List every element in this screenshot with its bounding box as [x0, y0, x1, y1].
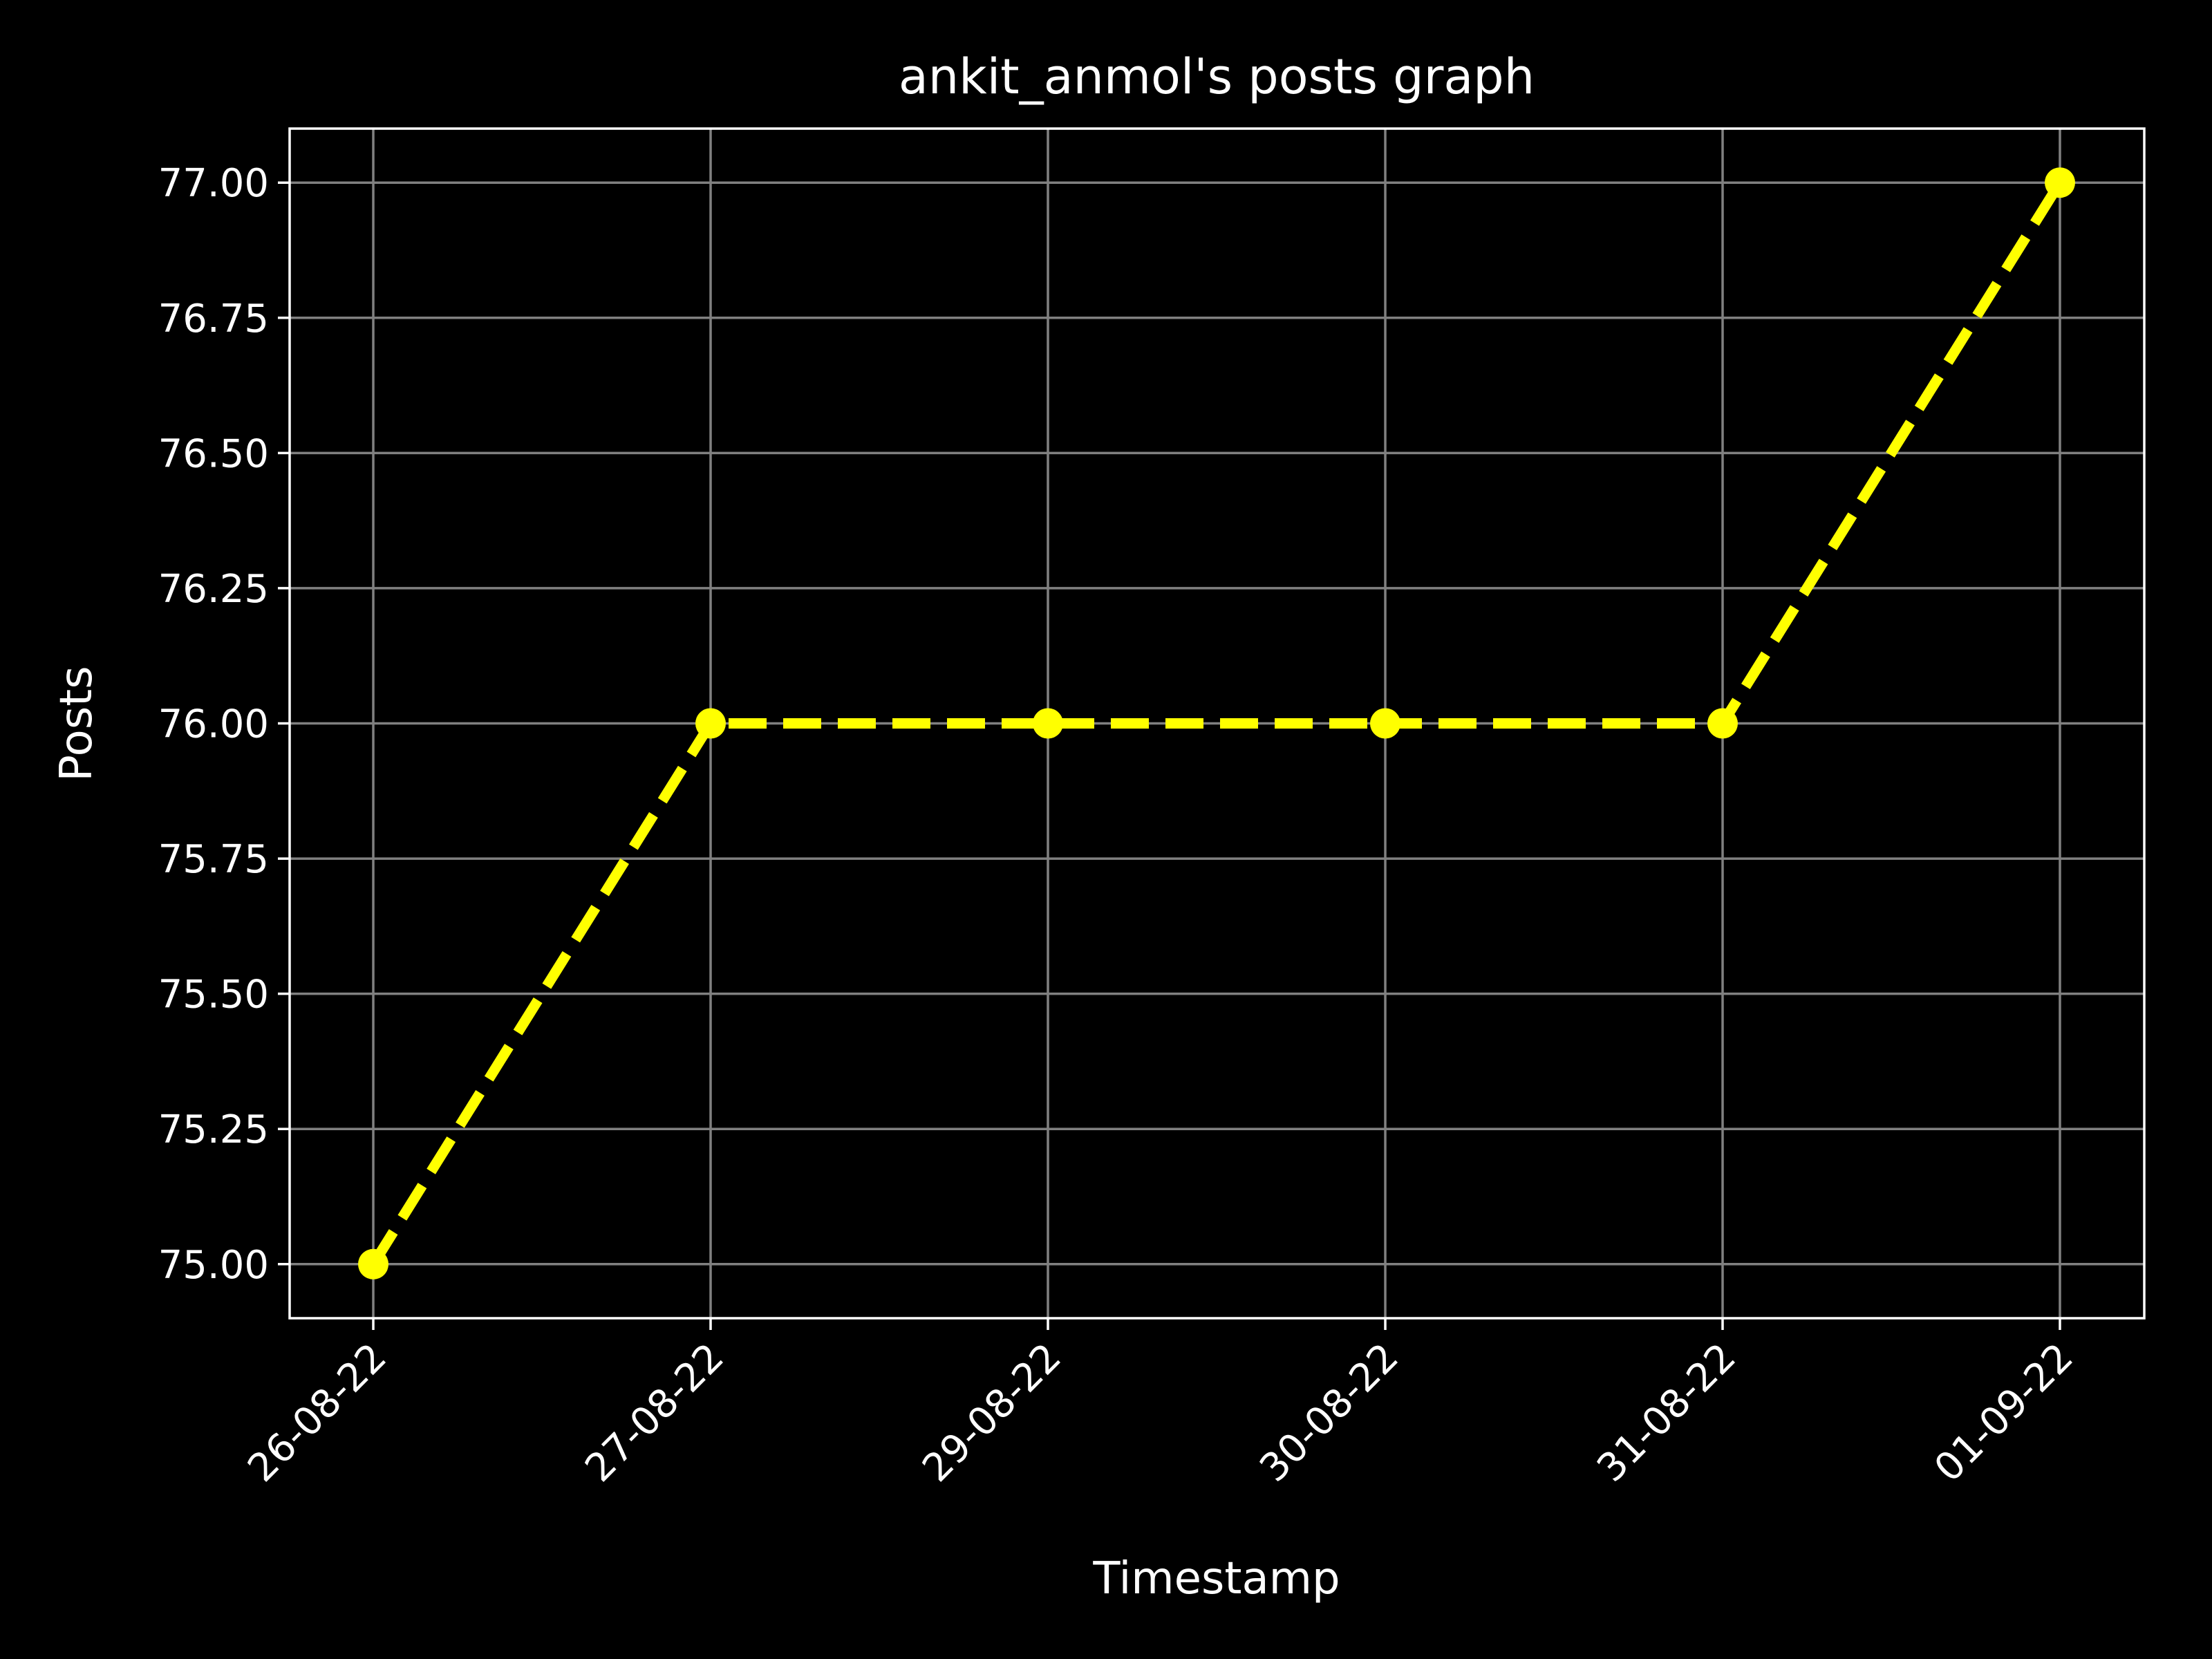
- y-axis-ticks: 75.00 75.25 75.50 75.75 76.00 76.25 76.50 76.75…: [158, 161, 290, 1288]
- x-axis-label: Timestamp: [1092, 1553, 1340, 1604]
- y-tick-label: 76.50: [158, 431, 269, 476]
- y-tick-label: 76.00: [158, 702, 269, 747]
- series-line: [368, 180, 2065, 1267]
- y-tick-label: 76.75: [158, 297, 269, 341]
- data-point: [1033, 708, 1063, 739]
- y-axis-label: Posts: [51, 666, 102, 781]
- y-tick-label: 75.00: [158, 1243, 269, 1288]
- grid-lines: [290, 129, 2144, 1318]
- y-tick-label: 75.25: [158, 1107, 269, 1152]
- y-tick-label: 75.75: [158, 837, 269, 882]
- y-tick-label: 75.50: [158, 973, 269, 1018]
- data-point: [1707, 708, 1738, 739]
- data-point: [1370, 708, 1400, 739]
- y-tick-label: 77.00: [158, 161, 269, 206]
- chart-title: ankit_anmol's posts graph: [899, 48, 1535, 105]
- data-point: [695, 708, 726, 739]
- y-tick-label: 76.25: [158, 567, 269, 612]
- series-layer: [358, 167, 2075, 1280]
- data-point: [2045, 167, 2075, 198]
- data-point: [358, 1248, 388, 1280]
